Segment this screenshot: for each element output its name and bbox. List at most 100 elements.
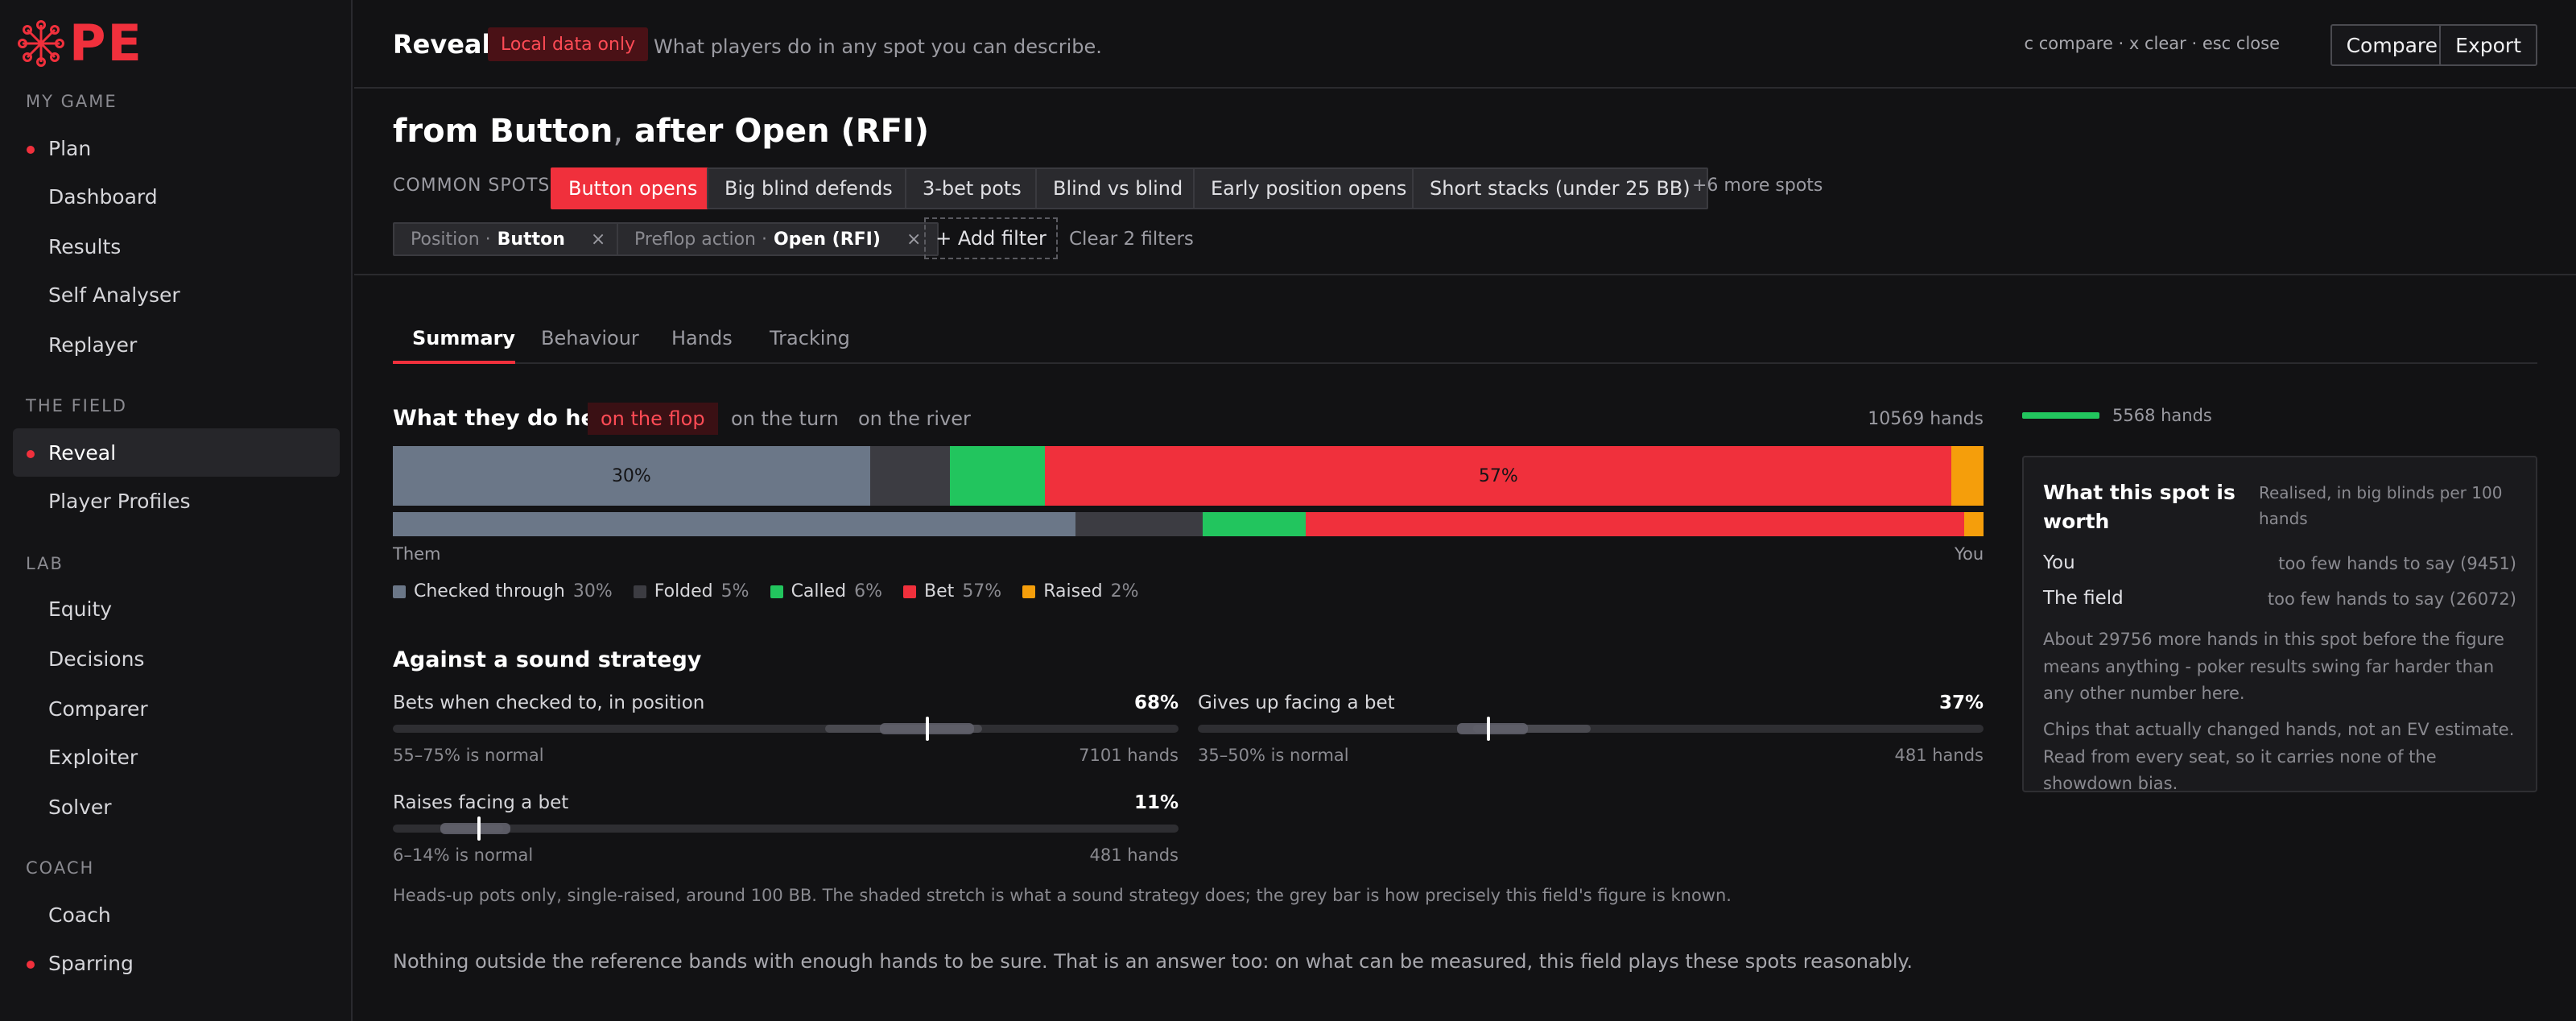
metric-hands: 481 hands — [1089, 845, 1179, 865]
legend-item-bet: Bet 57% — [903, 581, 1001, 601]
sidebar-item-exploiter[interactable]: Exploiter — [13, 733, 340, 781]
spot-chip-short-stacks[interactable]: Short stacks (under 25 BB) — [1412, 167, 1708, 209]
bar-segment-bet[interactable]: 57% — [1045, 446, 1952, 506]
metric-hands: 481 hands — [1894, 746, 1984, 765]
value-marker — [925, 717, 929, 741]
metric-track — [1198, 717, 1984, 741]
strategy-conclusion: Nothing outside the reference bands with… — [393, 950, 1913, 973]
legend-percent: 2% — [1110, 581, 1139, 601]
sidebar-item-replayer[interactable]: Replayer — [13, 320, 340, 369]
sidebar: PE MY GAME Plan Dashboard Results Self A… — [0, 0, 353, 1021]
legend-label: Folded — [654, 581, 713, 601]
tab-hands[interactable]: Hands — [671, 327, 733, 349]
street-tab-turn[interactable]: on the turn — [731, 407, 839, 430]
summary-title: What they do here — [393, 406, 621, 431]
street-tab-river[interactable]: on the river — [858, 407, 971, 430]
tab-tracking[interactable]: Tracking — [770, 327, 850, 349]
legend-label: Bet — [924, 581, 955, 601]
sidebar-item-results[interactable]: Results — [13, 222, 340, 271]
sidebar-item-reveal[interactable]: Reveal — [13, 428, 340, 477]
green-line-swatch — [2022, 412, 2099, 419]
legend-swatch — [393, 585, 406, 598]
legend-item-folded: Folded 5% — [633, 581, 749, 601]
tab-summary[interactable]: Summary — [412, 327, 516, 349]
clear-filters-link[interactable]: Clear 2 filters — [1069, 229, 1194, 250]
bar-segment-raised[interactable] — [1964, 512, 1984, 536]
sidebar-item-player-profiles[interactable]: Player Profiles — [13, 477, 340, 525]
sidebar-item-sparring[interactable]: Sparring — [13, 939, 340, 987]
bar-segment-checked[interactable]: 30% — [393, 446, 870, 506]
sidebar-item-label: Dashboard — [48, 184, 158, 209]
sidebar-item-dashboard[interactable]: Dashboard — [13, 172, 340, 221]
legend-label: Raised — [1043, 581, 1103, 601]
page-subtitle: What players do in any spot you can desc… — [654, 35, 1102, 58]
worth-field-label: The field — [2043, 588, 2124, 609]
export-button[interactable]: Export — [2439, 24, 2537, 66]
worth-title: What this spot is worth — [2043, 481, 2235, 534]
bar-segment-checked[interactable] — [393, 512, 1075, 536]
metric-track — [393, 717, 1179, 741]
sidebar-item-comparer[interactable]: Comparer — [13, 684, 340, 733]
remove-filter-icon[interactable]: × — [590, 229, 606, 250]
top-header: Reveal Local data only What players do i… — [354, 0, 2576, 89]
spot-chip-early-position-opens[interactable]: Early position opens — [1193, 167, 1425, 209]
street-tab-flop[interactable]: on the flop — [588, 403, 718, 435]
action-legend: Checked through 30% Folded 5% Called 6% Bet 57%… — [393, 581, 1138, 601]
sidebar-item-plan[interactable]: Plan — [13, 124, 340, 172]
nav-section-my-game: MY GAME — [26, 92, 118, 111]
notification-dot — [27, 450, 35, 458]
filter-chip-preflop-action[interactable]: Preflop action · Open (RFI) × — [617, 222, 939, 256]
bar-segment-called[interactable] — [949, 446, 1046, 506]
filter-chip-position[interactable]: Position · Button × — [393, 222, 624, 256]
strategy-title: Against a sound strategy — [393, 647, 702, 672]
sidebar-item-label: Comparer — [48, 697, 148, 721]
tab-bar: Summary Behaviour Hands Tracking — [393, 319, 2537, 364]
spot-chip-big-blind-defends[interactable]: Big blind defends — [707, 167, 910, 209]
sidebar-item-self-analyser[interactable]: Self Analyser — [13, 271, 340, 319]
local-data-badge: Local data only — [488, 27, 649, 61]
tab-behaviour[interactable]: Behaviour — [541, 327, 639, 349]
value-marker — [477, 816, 481, 841]
legend-swatch — [770, 585, 783, 598]
sidebar-item-equity[interactable]: Equity — [13, 585, 340, 633]
metric-label: Raises facing a bet — [393, 792, 569, 813]
filter-value: Button — [497, 229, 565, 250]
bar-segment-called[interactable] — [1202, 512, 1306, 536]
metric-value: 11% — [1133, 792, 1179, 813]
bar-segment-folded[interactable] — [1075, 512, 1203, 536]
sidebar-item-decisions[interactable]: Decisions — [13, 635, 340, 683]
divider — [354, 274, 2576, 275]
bar-segment-label: 57% — [1478, 465, 1518, 486]
bar-segment-bet[interactable] — [1305, 512, 1965, 536]
nav-section-coach: COACH — [26, 858, 95, 878]
spot-chip-blind-vs-blind[interactable]: Blind vs blind — [1035, 167, 1201, 209]
compare-button[interactable]: Compare — [2330, 24, 2454, 66]
spot-chip-3bet-pots[interactable]: 3-bet pots — [905, 167, 1039, 209]
query-title: from Button, after Open (RFI) — [393, 113, 929, 150]
metric-normal-range: 6–14% is normal — [393, 845, 534, 865]
sidebar-item-coach[interactable]: Coach — [13, 891, 340, 939]
more-spots-link[interactable]: +6 more spots — [1692, 176, 1823, 196]
filter-value: Open (RFI) — [773, 229, 881, 250]
sidebar-item-label: Sparring — [48, 951, 134, 975]
bar-segment-folded[interactable] — [869, 446, 950, 506]
legend-percent: 57% — [962, 581, 1002, 601]
add-filter-button[interactable]: + Add filter — [924, 217, 1058, 259]
legend-swatch — [633, 585, 646, 598]
metric-value: 37% — [1938, 692, 1984, 713]
remove-filter-icon[interactable]: × — [906, 229, 922, 250]
keyboard-shortcuts-hint: c compare · x clear · esc close — [2024, 34, 2281, 53]
spot-worth-panel: What this spot is worth Realised, in big… — [2022, 456, 2537, 793]
sidebar-item-label: Exploiter — [48, 745, 138, 769]
nav-section-the-field: THE FIELD — [26, 396, 127, 415]
legend-swatch — [903, 585, 917, 598]
logo-icon — [18, 20, 64, 67]
legend-percent: 30% — [572, 581, 613, 601]
bar-segment-raised[interactable] — [1951, 446, 1984, 506]
logo[interactable]: PE — [18, 18, 143, 69]
sidebar-item-solver[interactable]: Solver — [13, 783, 340, 831]
metric-normal-range: 35–50% is normal — [1198, 746, 1349, 765]
spot-chip-button-opens[interactable]: Button opens — [551, 167, 716, 209]
hands-count: 10569 hands — [1868, 409, 1984, 429]
sidebar-item-label: Plan — [48, 136, 92, 160]
